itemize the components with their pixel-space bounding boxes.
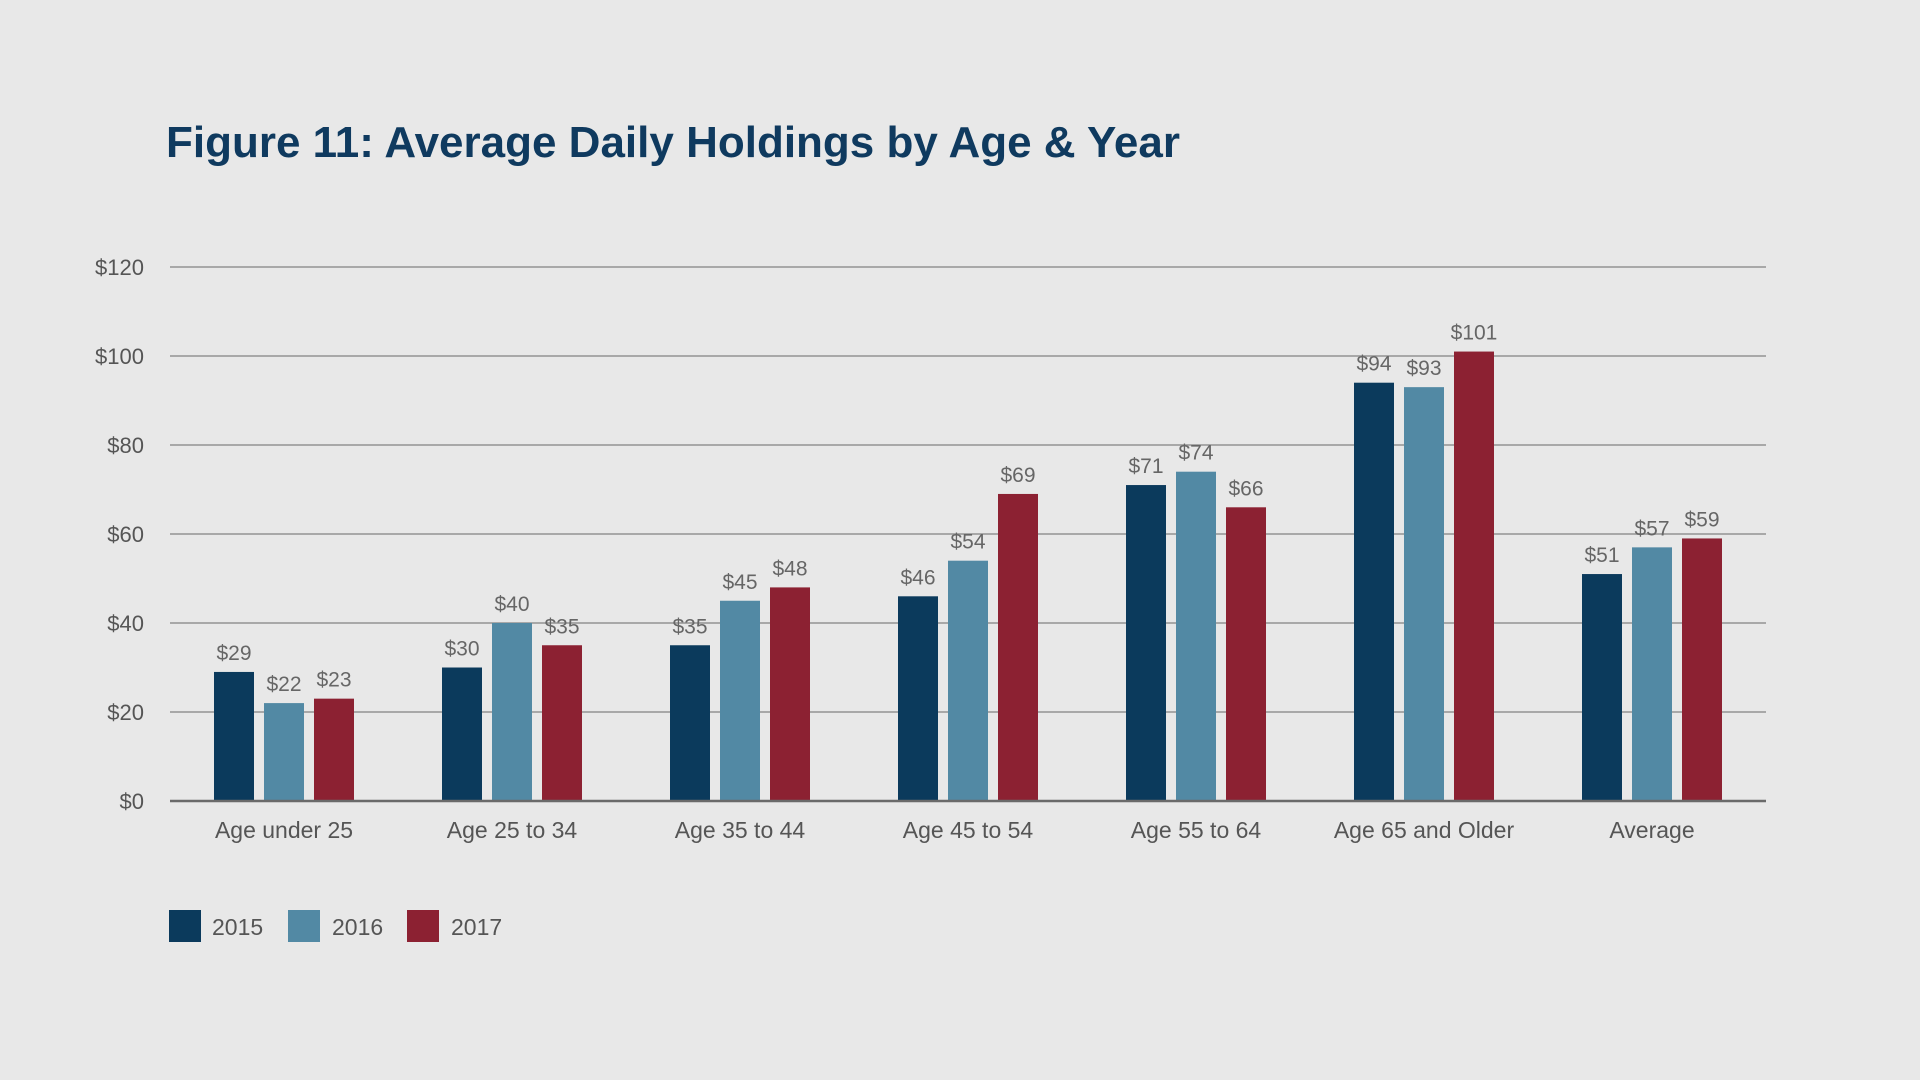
data-label: $48 <box>772 557 807 580</box>
bar-2015 <box>898 596 938 801</box>
data-label: $57 <box>1634 517 1669 540</box>
bar-2016 <box>1632 547 1672 801</box>
bar-2016 <box>720 600 760 801</box>
bar-2017 <box>1682 538 1722 801</box>
y-tick-label: $120 <box>95 255 144 280</box>
bar-2017 <box>542 645 582 801</box>
data-label: $40 <box>494 593 529 616</box>
data-label: $46 <box>900 566 935 589</box>
y-axis-ticks: $0 $20 $40 $60 $80 $100 $120 <box>95 255 144 814</box>
data-label: $23 <box>316 669 351 692</box>
data-label: $29 <box>216 642 251 665</box>
data-label: $45 <box>722 571 757 594</box>
legend: 2015 2016 2017 <box>169 910 502 942</box>
data-label: $35 <box>672 615 707 638</box>
data-label: $54 <box>950 531 985 554</box>
bar-2016 <box>492 623 532 801</box>
legend-label: 2015 <box>212 914 263 940</box>
bar-2015 <box>670 645 710 801</box>
bar-2015 <box>214 671 254 801</box>
bar-2017 <box>314 698 354 801</box>
y-tick-label: $0 <box>120 789 144 814</box>
legend-swatch-2015 <box>169 910 201 942</box>
x-axis-categories: Age under 25 Age 25 to 34 Age 35 to 44 Age … <box>215 817 1695 843</box>
y-tick-label: $60 <box>107 522 144 547</box>
data-label: $69 <box>1000 464 1035 487</box>
bar-2015 <box>1582 574 1622 801</box>
data-label: $93 <box>1406 357 1441 380</box>
bar-2015 <box>1354 382 1394 801</box>
bar-2017 <box>998 493 1038 801</box>
data-label: $101 <box>1451 322 1498 345</box>
chart-title: Figure 11: Average Daily Holdings by Age… <box>166 118 1180 167</box>
data-label: $22 <box>266 673 301 696</box>
x-tick-label: Age 65 and Older <box>1334 817 1515 843</box>
data-label: $74 <box>1178 442 1213 465</box>
legend-swatch-2016 <box>288 910 320 942</box>
x-tick-label: Age under 25 <box>215 817 353 843</box>
y-tick-label: $40 <box>107 611 144 636</box>
bar-2017 <box>770 587 810 801</box>
x-tick-label: Average <box>1609 817 1694 843</box>
bar-2015 <box>1126 485 1166 801</box>
x-tick-label: Age 55 to 64 <box>1131 817 1262 843</box>
x-tick-label: Age 35 to 44 <box>675 817 806 843</box>
legend-label: 2016 <box>332 914 383 940</box>
data-label: $35 <box>544 615 579 638</box>
legend-label: 2017 <box>451 914 502 940</box>
y-tick-label: $80 <box>107 433 144 458</box>
data-labels: $29 $22 $23 $30 $40 $35 $35 $45 $48 $46 $54 $69 $71 $… <box>216 322 1719 697</box>
x-tick-label: Age 45 to 54 <box>903 817 1034 843</box>
bar-2016 <box>1176 471 1216 801</box>
data-label: $66 <box>1228 477 1263 500</box>
bar-2016 <box>948 560 988 801</box>
y-tick-label: $100 <box>95 344 144 369</box>
bar-2015 <box>442 667 482 801</box>
data-label: $94 <box>1356 353 1391 376</box>
data-label: $59 <box>1684 508 1719 531</box>
bars <box>214 351 1722 801</box>
bar-2017 <box>1454 351 1494 801</box>
bar-2017 <box>1226 507 1266 801</box>
legend-swatch-2017 <box>407 910 439 942</box>
data-label: $51 <box>1584 544 1619 567</box>
x-tick-label: Age 25 to 34 <box>447 817 578 843</box>
y-tick-label: $20 <box>107 700 144 725</box>
bar-2016 <box>1404 387 1444 801</box>
bar-2016 <box>264 703 304 801</box>
data-label: $30 <box>444 638 479 661</box>
data-label: $71 <box>1128 455 1163 478</box>
